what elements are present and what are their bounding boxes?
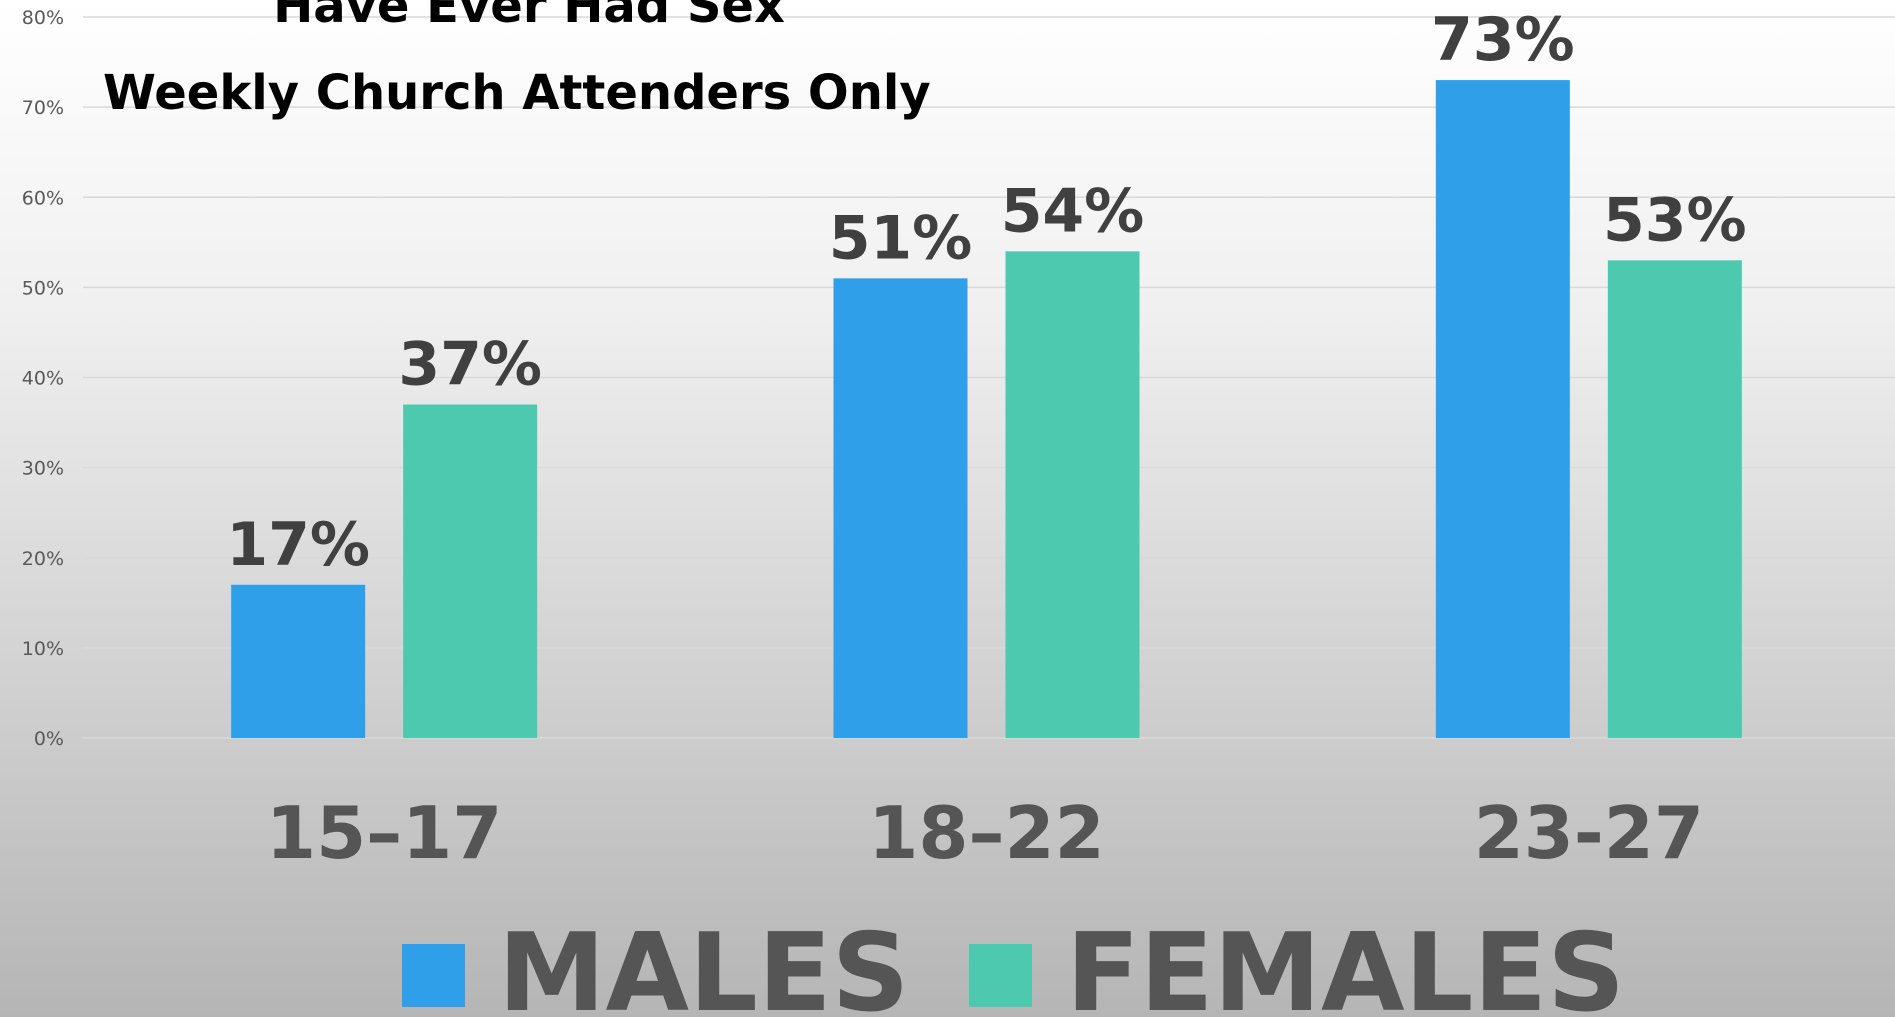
- legend-label: FEMALES: [1066, 911, 1625, 1017]
- legend-swatch: [969, 944, 1032, 1007]
- x-tick-label: 15–17: [266, 791, 502, 875]
- y-tick-label: 60%: [22, 187, 64, 209]
- y-tick-label: 20%: [22, 548, 64, 570]
- y-tick-label: 80%: [22, 7, 64, 29]
- bar: [1435, 80, 1570, 738]
- legend: MALES FEMALES: [402, 911, 1625, 1017]
- chart-subtitle: Weekly Church Attenders Only: [103, 65, 931, 121]
- value-label: 17%: [226, 510, 370, 580]
- grid: [83, 16, 1895, 739]
- legend-label: MALES: [498, 911, 909, 1017]
- chart-title: Have Ever Had Sex: [273, 0, 785, 34]
- y-tick-label: 0%: [34, 728, 64, 750]
- value-label: 51%: [829, 203, 973, 273]
- bar: [1005, 251, 1140, 738]
- bar: [403, 404, 538, 738]
- legend-swatch: [402, 944, 465, 1007]
- value-label: 37%: [398, 330, 542, 400]
- bar: [231, 584, 366, 738]
- y-tick-label: 40%: [22, 368, 64, 390]
- x-tick-label: 23-27: [1474, 791, 1704, 875]
- bar: [1607, 260, 1742, 738]
- value-label: 73%: [1431, 5, 1575, 75]
- bar: [833, 278, 968, 738]
- x-tick-label: 18–22: [868, 791, 1104, 875]
- value-label: 53%: [1603, 185, 1747, 255]
- y-tick-label: 10%: [22, 638, 64, 660]
- y-tick-label: 70%: [22, 97, 64, 119]
- y-tick-label: 30%: [22, 458, 64, 480]
- value-label: 54%: [1001, 176, 1145, 246]
- y-tick-label: 50%: [22, 277, 64, 299]
